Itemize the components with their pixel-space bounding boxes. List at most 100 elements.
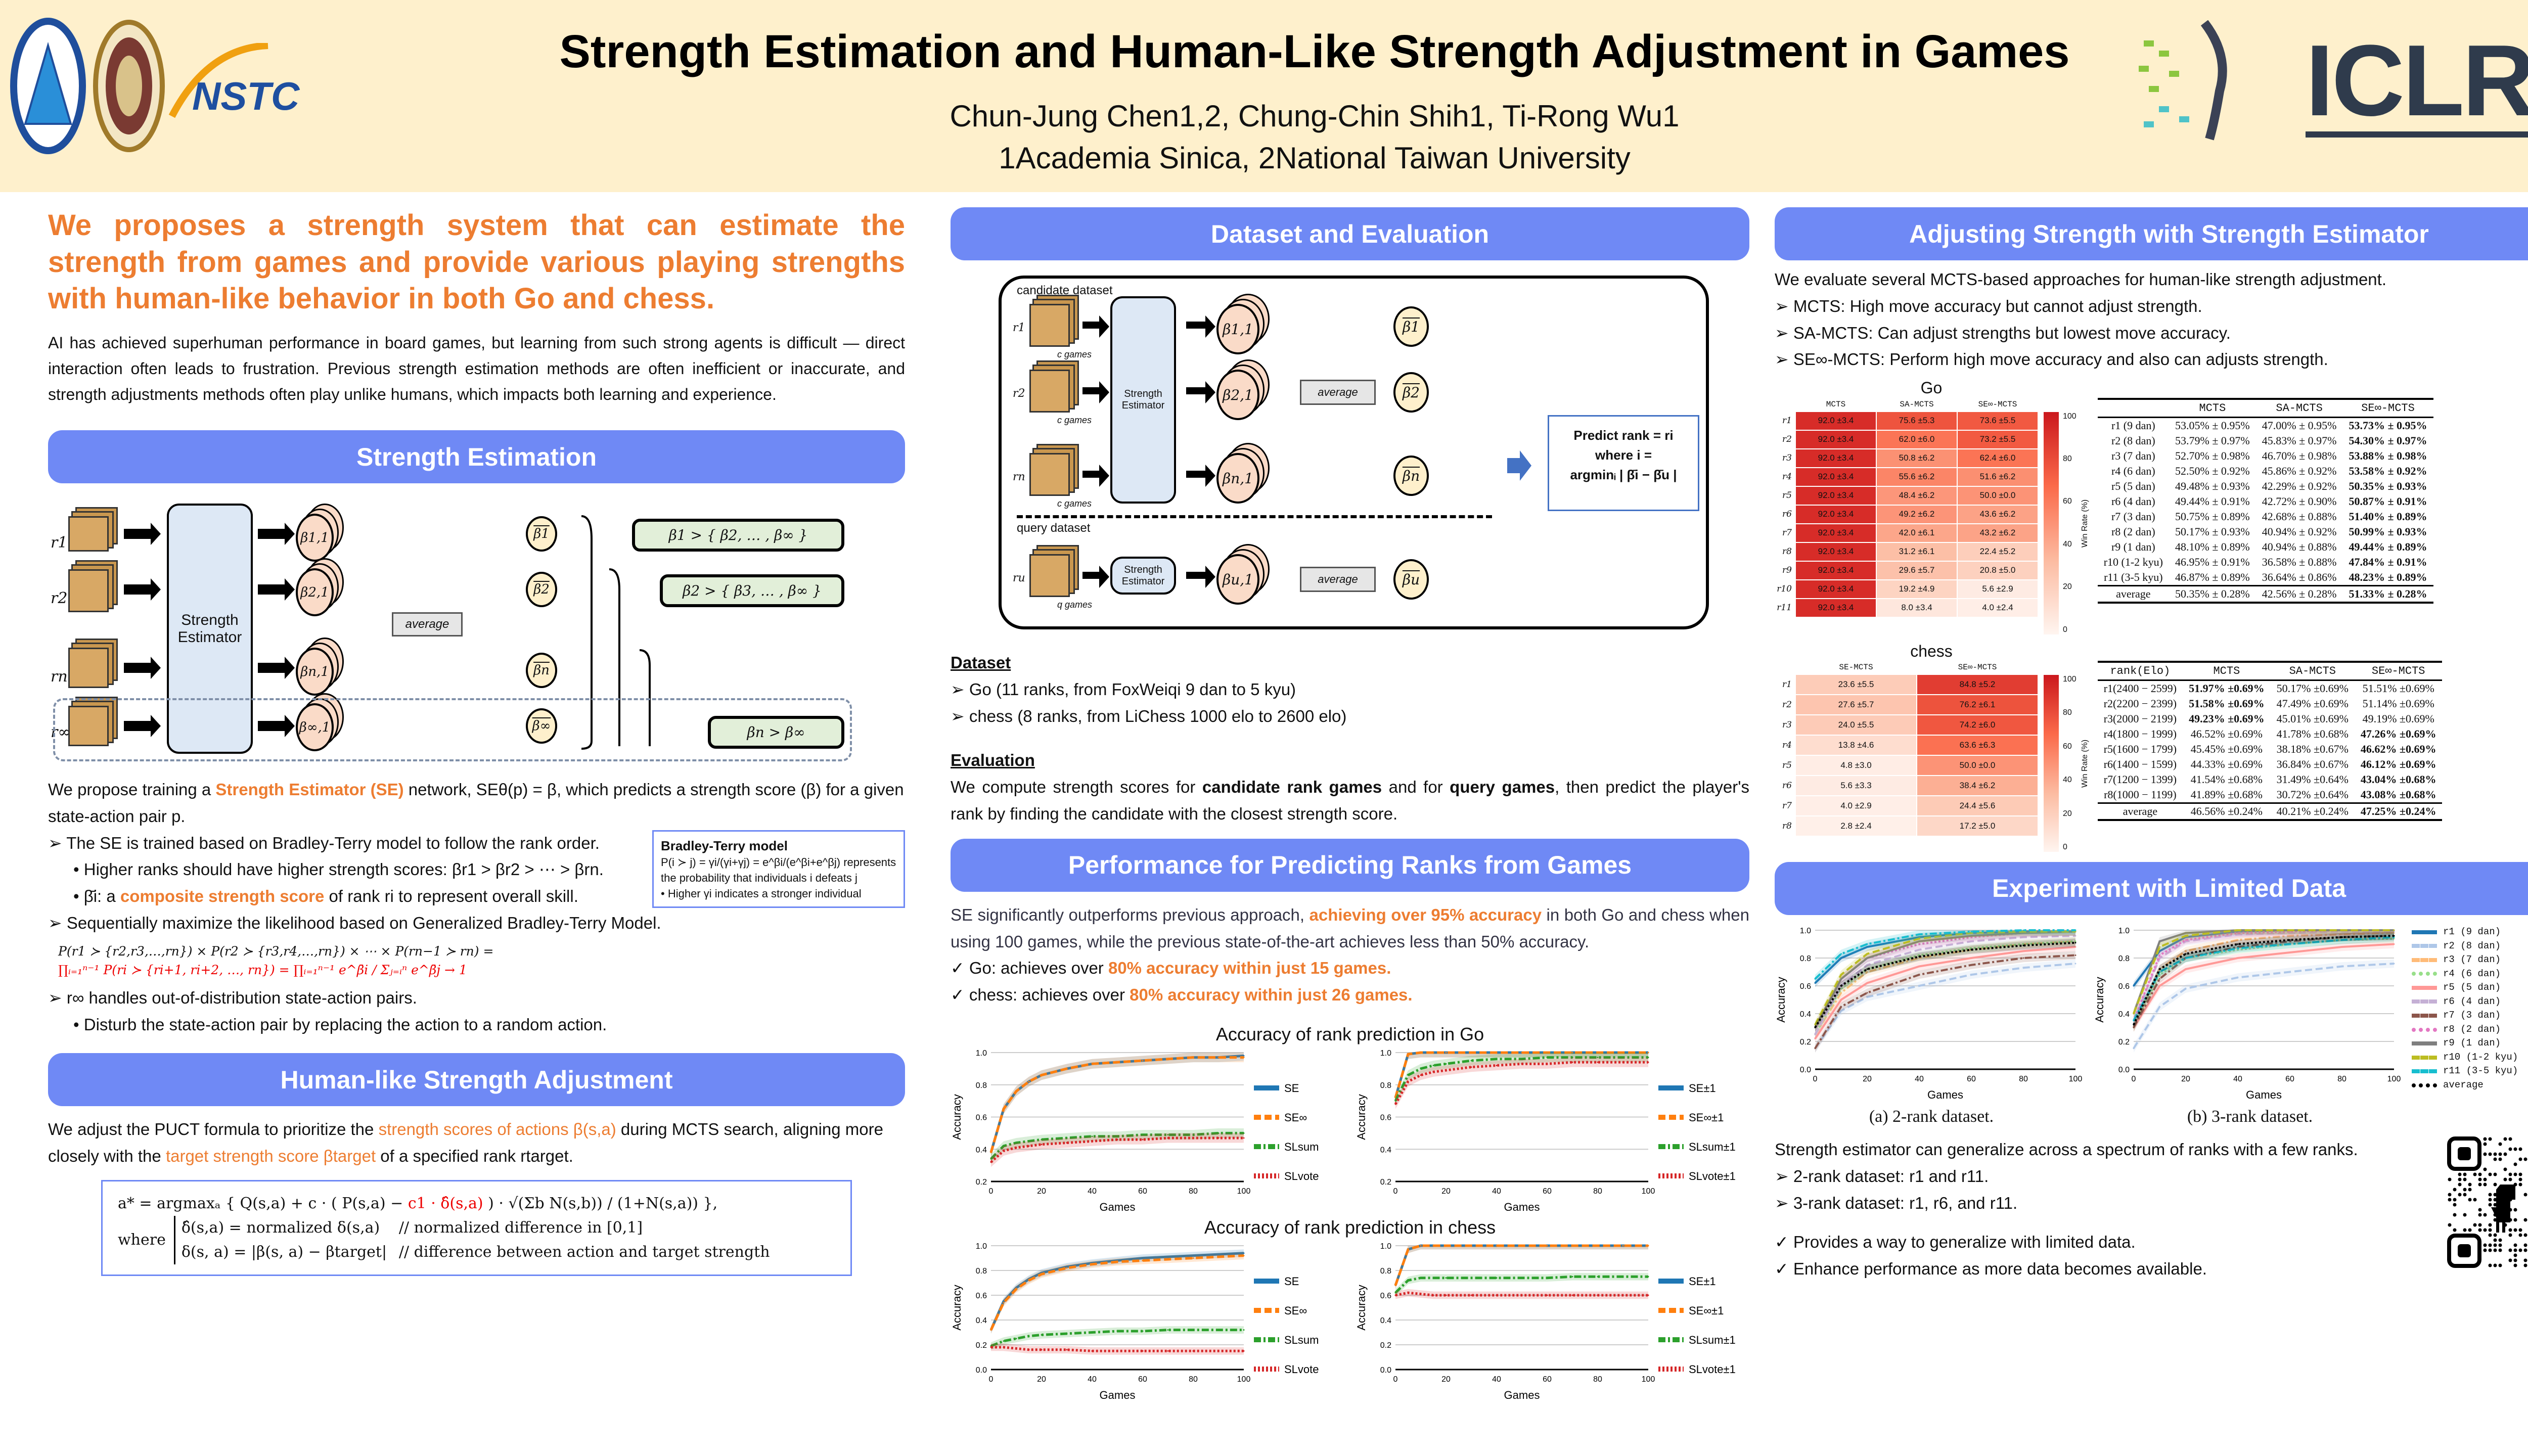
qr-dot	[2493, 1152, 2497, 1156]
table-row: r10 (1-2 kyu) 46.95% ± 0.91% 36.58% ± 0.88…	[2098, 555, 2433, 570]
data-point	[2022, 957, 2024, 959]
data-point	[1192, 1255, 1194, 1257]
qr-dot	[2518, 1147, 2522, 1151]
data-point	[1571, 1245, 1573, 1247]
qr-dot	[2488, 1228, 2492, 1232]
qr-dot	[2523, 1263, 2527, 1267]
qr-dot	[2488, 1152, 2492, 1156]
data-point	[1918, 933, 1920, 935]
data-point	[1840, 998, 1842, 1000]
data-point	[1066, 1333, 1068, 1335]
legend-label: SE±1	[1689, 1082, 1716, 1095]
beta-score-stack: β2,1	[296, 568, 334, 617]
data-point	[1003, 1302, 1005, 1304]
table-cell: 30.72% ±0.64%	[2276, 788, 2349, 801]
table-row: r4(1800 − 1999) 46.52% ±0.69% 41.78% ±0.68…	[2098, 726, 2443, 742]
table-cell: r10 (1-2 kyu)	[2103, 555, 2163, 568]
data-point	[1866, 968, 1868, 970]
table-cell: 36.84% ±0.67%	[2276, 757, 2349, 770]
data-point	[1432, 1052, 1434, 1054]
qr-dot	[2458, 1193, 2462, 1197]
qr-dot	[2453, 1188, 2457, 1192]
qr-dot	[2478, 1177, 2482, 1181]
x-tick-label: 40	[1492, 1187, 1501, 1196]
chart-3rank-wrap: 0.0 0.2 0.4 0.6 0.8 1.0 0 20 40 60 80 100 Games Accur…	[2093, 923, 2407, 1126]
x-tick-label: 40	[1915, 1075, 1924, 1083]
legend-swatch	[2412, 985, 2437, 990]
qr-dot	[2513, 1208, 2517, 1212]
qr-dot	[2523, 1243, 2527, 1247]
qr-dot	[2478, 1172, 2482, 1176]
table-cell: 49.19% ±0.69%	[2362, 712, 2434, 725]
where-eq: δ̂(s,a) = normalized δ(s,a)	[181, 1219, 380, 1237]
heatmap-cell: 8.0 ±3.4	[1876, 598, 1958, 618]
table-cell: 46.87% ± 0.89%	[2175, 570, 2250, 583]
qr-dot	[2463, 1177, 2467, 1181]
table-row: r3(2000 − 2199) 49.23% ±0.69% 45.01% ±0.69…	[2098, 711, 2443, 726]
strength-estimator-query-block: Strength Estimator	[1110, 557, 1176, 595]
go-board-stack	[68, 648, 109, 689]
x-tick-label: 0	[1393, 1375, 1398, 1384]
y-tick-label: 0.2	[1380, 1341, 1391, 1350]
data-point	[1015, 1142, 1017, 1144]
heatmap-cell: 92.0 ±3.4	[1795, 429, 1877, 449]
hl-mid: during MCTS search, aligning more closel…	[48, 1120, 883, 1166]
legend-swatch	[2412, 1041, 2437, 1046]
data-point	[1003, 1145, 1005, 1147]
average-label: average	[1318, 573, 1358, 585]
heatmap-header-row: MCTS SA-MCTS SE∞-MCTS	[1775, 398, 2038, 412]
table-cell: r5 (5 dan)	[2111, 479, 2155, 492]
heatmap-cell: 50.8 ±6.2	[1876, 448, 1958, 468]
colorbar-tick: 80	[2063, 708, 2072, 717]
arrow-icon	[1186, 315, 1215, 338]
heatmap-column-label: SE∞-MCTS	[1978, 399, 2017, 409]
go-board-stack	[68, 569, 109, 613]
y-tick-label: 0.2	[976, 1178, 987, 1187]
table-column-header: SE∞-MCTS	[2342, 397, 2433, 418]
section-dataset-eval: Dataset and Evaluation	[951, 207, 1749, 260]
data-point	[1445, 1069, 1447, 1071]
data-point	[1918, 985, 1920, 987]
data-point	[1571, 1294, 1573, 1296]
qr-dot	[2518, 1157, 2522, 1161]
heatmap-row: r1 92.0 ±3.4 75.6 ±5.3 73.6 ±5.5	[1775, 411, 2039, 431]
data-point	[1521, 1294, 1523, 1296]
heatmap-column-label: SE-MCTS	[1839, 662, 1873, 672]
table-row: r6 (4 dan) 49.44% ± 0.91% 42.72% ± 0.90% 50…	[2098, 494, 2433, 509]
qr-dot	[2448, 1193, 2452, 1197]
data-point	[990, 1152, 992, 1154]
adjusting-intro: We evaluate several MCTS-based approache…	[1775, 270, 2386, 289]
data-point	[2074, 935, 2076, 937]
qr-dot	[2518, 1228, 2522, 1232]
qr-dot	[2493, 1248, 2497, 1252]
qr-dot	[2518, 1177, 2522, 1181]
legend-label: SLsum±1	[1689, 1334, 1736, 1346]
heatmap-row: r6 92.0 ±3.4 49.2 ±6.2 43.6 ±6.2	[1775, 504, 2039, 524]
x-tick-label: 80	[1593, 1187, 1602, 1196]
x-tick-label: 20	[1441, 1375, 1451, 1384]
data-point	[1041, 1139, 1043, 1141]
average-arrow: average	[1300, 567, 1376, 592]
legend-swatch	[2412, 930, 2437, 934]
series-band	[1815, 937, 2075, 1039]
table-cell: 40.94% ± 0.92%	[2262, 525, 2337, 538]
legend-label: SLvote	[1284, 1170, 1319, 1182]
data-point	[2022, 936, 2024, 938]
series-band	[1815, 937, 2075, 1039]
section-strength-estimation: Strength Estimation	[48, 430, 905, 484]
academia-sinica-logo	[10, 18, 86, 154]
heatmap-row: r8 2.8 ±2.4 17.2 ±5.0	[1775, 815, 2039, 837]
qr-dot	[2508, 1137, 2512, 1141]
qr-code-icon[interactable]	[2447, 1136, 2528, 1268]
heatmap-corner	[1775, 398, 1795, 412]
data-point	[1546, 1245, 1548, 1247]
data-point	[1142, 1134, 1144, 1136]
data-point	[1970, 957, 1972, 959]
colorbar-ticks: 100 80 60 40 20 0	[2063, 675, 2076, 852]
legend-label: SE	[1284, 1082, 1299, 1095]
heatmap-cell: 92.0 ±3.4	[1795, 560, 1877, 580]
data-point	[1142, 1259, 1144, 1261]
data-point	[2185, 935, 2187, 937]
legend-label: SE±1	[1689, 1275, 1716, 1288]
heatmap-cell: 63.6 ±6.3	[1916, 734, 2039, 756]
